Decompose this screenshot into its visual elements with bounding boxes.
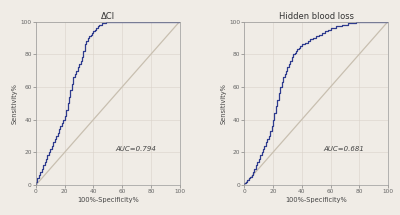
Text: AUC=0.681: AUC=0.681 [323, 146, 364, 152]
Y-axis label: Sensitivity%: Sensitivity% [220, 83, 226, 124]
Title: Hidden blood loss: Hidden blood loss [279, 12, 354, 21]
X-axis label: 100%-Specificity%: 100%-Specificity% [77, 197, 139, 203]
X-axis label: 100%-Specificity%: 100%-Specificity% [285, 197, 347, 203]
Text: AUC=0.794: AUC=0.794 [115, 146, 156, 152]
Y-axis label: Sensitivity%: Sensitivity% [12, 83, 18, 124]
Title: ΔCI: ΔCI [101, 12, 115, 21]
